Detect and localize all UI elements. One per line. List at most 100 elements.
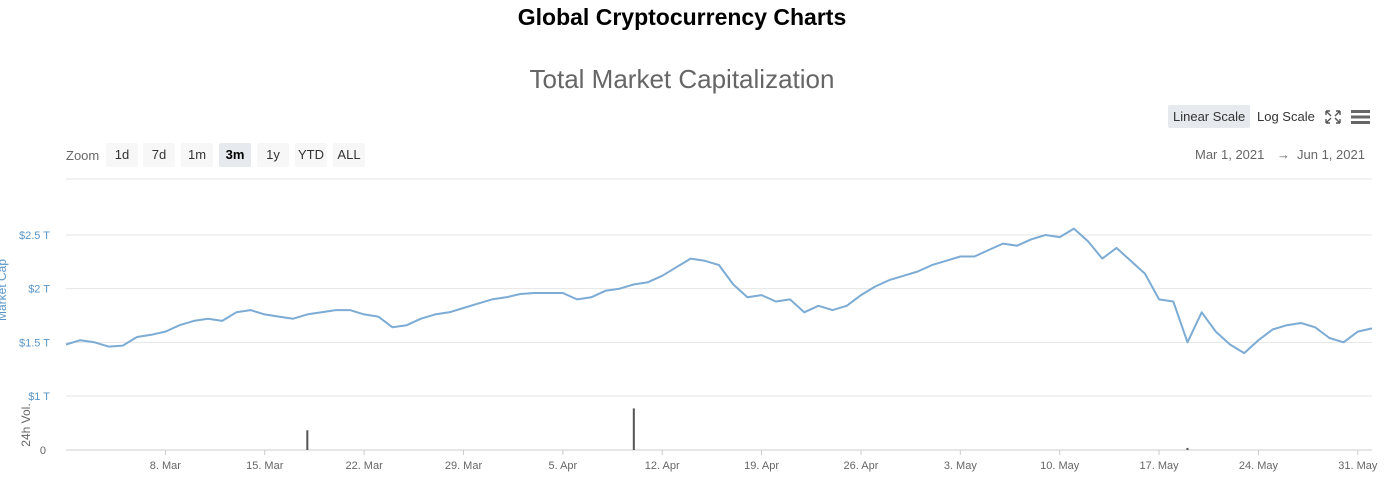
market-cap-point[interactable] [1185,340,1189,344]
volume-bar[interactable] [632,408,635,450]
market-cap-point[interactable] [192,319,196,323]
market-cap-point[interactable] [476,302,480,306]
market-cap-point[interactable] [1100,257,1104,261]
zoom-3m-button[interactable]: 3m [219,143,251,167]
market-cap-point[interactable] [930,263,934,267]
market-cap-point[interactable] [263,312,267,316]
market-cap-point[interactable] [149,333,153,337]
market-cap-point[interactable] [589,295,593,299]
volume-bar[interactable] [1186,447,1189,450]
hamburger-menu-icon[interactable] [1350,108,1372,126]
log-scale-button[interactable]: Log Scale [1257,109,1315,124]
market-cap-point[interactable] [1086,239,1090,243]
market-cap-point[interactable] [348,308,352,312]
fullscreen-icon[interactable] [1323,108,1343,126]
market-cap-point[interactable] [859,293,863,297]
market-cap-point[interactable] [873,285,877,289]
market-cap-point[interactable] [603,289,607,293]
market-cap-point[interactable] [1072,227,1076,231]
market-cap-point[interactable] [1342,340,1346,344]
range-from-date[interactable]: Mar 1, 2021 [1195,147,1265,162]
range-to-date[interactable]: Jun 1, 2021 [1297,147,1365,162]
market-cap-point[interactable] [107,345,111,349]
market-cap-point[interactable] [1171,300,1175,304]
zoom-ytd-button[interactable]: YTD [295,143,327,167]
market-cap-point[interactable] [249,308,253,312]
market-cap-point[interactable] [405,323,409,327]
market-cap-point[interactable] [674,265,678,269]
market-cap-point[interactable] [135,335,139,339]
market-cap-point[interactable] [973,254,977,258]
market-cap-point[interactable] [632,282,636,286]
market-cap-point[interactable] [121,344,125,348]
market-cap-point[interactable] [1029,237,1033,241]
market-cap-point[interactable] [504,295,508,299]
market-cap-point[interactable] [320,310,324,314]
market-cap-point[interactable] [1129,259,1133,263]
zoom-7d-button[interactable]: 7d [143,143,175,167]
market-cap-point[interactable] [816,304,820,308]
market-cap-point[interactable] [433,312,437,316]
market-cap-point[interactable] [1242,351,1246,355]
market-cap-point[interactable] [490,297,494,301]
market-cap-point[interactable] [547,291,551,295]
linear-scale-button[interactable]: Linear Scale [1168,105,1251,128]
market-cap-point[interactable] [760,293,764,297]
market-cap-point[interactable] [1058,235,1062,239]
market-cap-point[interactable] [1044,233,1048,237]
zoom-all-button[interactable]: ALL [333,143,365,167]
market-cap-point[interactable] [376,315,380,319]
market-cap-point[interactable] [1299,321,1303,325]
market-cap-point[interactable] [64,342,68,346]
market-cap-point[interactable] [1285,323,1289,327]
market-cap-point[interactable] [987,248,991,252]
market-cap-point[interactable] [234,310,238,314]
market-cap-point[interactable] [305,312,309,316]
market-cap-point[interactable] [618,287,622,291]
market-cap-point[interactable] [689,257,693,261]
market-cap-point[interactable] [745,295,749,299]
market-cap-point[interactable] [1228,342,1232,346]
market-cap-point[interactable] [902,274,906,278]
market-cap-point[interactable] [1313,325,1317,329]
market-cap-point[interactable] [334,308,338,312]
market-cap-point[interactable] [206,317,210,321]
market-cap-point[interactable] [916,269,920,273]
market-cap-point[interactable] [461,306,465,310]
market-cap-point[interactable] [1143,272,1147,276]
market-cap-point[interactable] [1271,327,1275,331]
market-cap-point[interactable] [220,319,224,323]
market-cap-point[interactable] [1157,297,1161,301]
market-cap-point[interactable] [802,310,806,314]
volume-bar[interactable] [306,430,309,450]
market-cap-point[interactable] [1327,336,1331,340]
market-cap-point[interactable] [845,304,849,308]
market-cap-point[interactable] [362,312,366,316]
market-cap-point[interactable] [703,259,707,263]
market-cap-point[interactable] [163,330,167,334]
market-cap-point[interactable] [391,325,395,329]
market-cap-point[interactable] [447,310,451,314]
market-cap-line[interactable] [65,227,1373,355]
market-cap-point[interactable] [1200,310,1204,314]
market-cap-point[interactable] [1370,326,1374,330]
market-cap-point[interactable] [944,259,948,263]
market-cap-point[interactable] [178,323,182,327]
market-cap-point[interactable] [277,315,281,319]
market-cap-point[interactable] [887,278,891,282]
market-cap-point[interactable] [1114,246,1118,250]
market-cap-point[interactable] [731,282,735,286]
market-cap-point[interactable] [774,300,778,304]
market-cap-point[interactable] [291,317,295,321]
market-cap-point[interactable] [575,297,579,301]
zoom-1d-button[interactable]: 1d [106,143,138,167]
market-cap-point[interactable] [532,291,536,295]
market-cap-point[interactable] [1015,244,1019,248]
market-cap-point[interactable] [788,297,792,301]
market-cap-point[interactable] [419,317,423,321]
market-cap-point[interactable] [1356,330,1360,334]
market-cap-point[interactable] [518,292,522,296]
zoom-1y-button[interactable]: 1y [257,143,289,167]
market-cap-point[interactable] [1256,338,1260,342]
